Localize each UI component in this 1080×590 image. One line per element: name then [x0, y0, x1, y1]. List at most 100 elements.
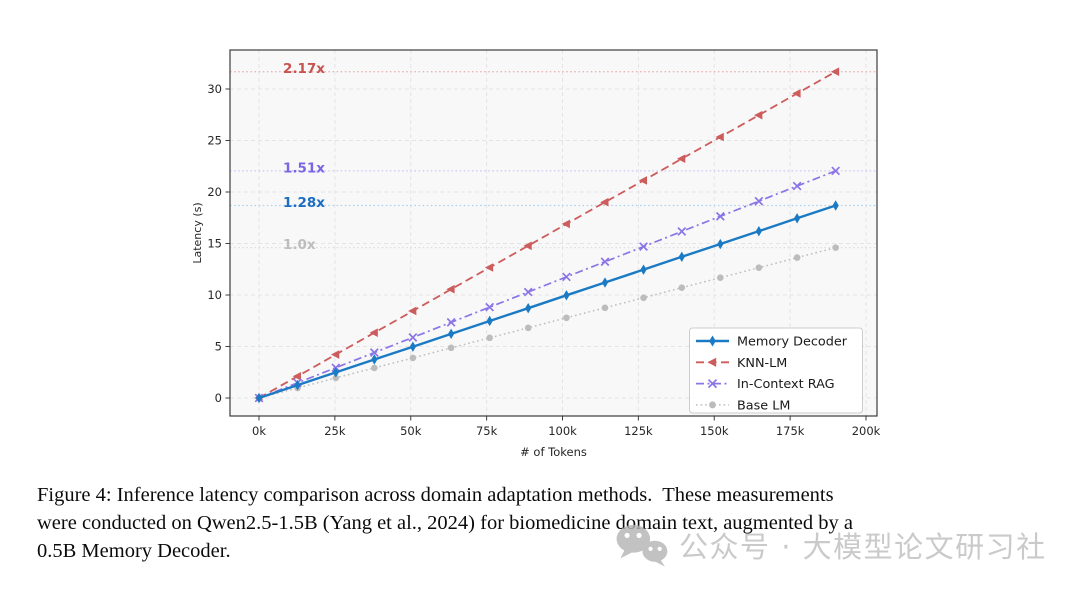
- x-tick-label: 200k: [852, 424, 881, 438]
- marker-x: [754, 196, 764, 206]
- marker-x: [485, 302, 495, 312]
- x-tick-label: 150k: [700, 424, 729, 438]
- marker-thin-diamond: [448, 328, 455, 340]
- x-tick-label: 0k: [252, 424, 266, 438]
- marker-triangle-left: [369, 328, 378, 337]
- marker-circle: [832, 244, 839, 251]
- y-tick-label: 15: [207, 237, 222, 251]
- x-tick-label: 125k: [624, 424, 653, 438]
- marker-x: [408, 333, 418, 342]
- marker-thin-diamond: [601, 277, 609, 288]
- marker-circle: [640, 294, 647, 302]
- x-axis: 0k 25k 50k 75k 100k 125k 150k 175k 200k # of Toke…: [252, 416, 881, 459]
- marker-triangle-left: [446, 284, 455, 294]
- ratio-label-1.0x: 1.0x: [283, 237, 316, 253]
- marker-thin-diamond: [709, 335, 716, 347]
- marker-thin-diamond: [832, 200, 839, 211]
- y-axis: 0 5 10 15 20 25 30 Latency (s): [191, 82, 230, 405]
- x-axis-label: # of Tokens: [520, 445, 587, 459]
- marker-triangle-left: [830, 67, 840, 76]
- axes-spines: [229, 49, 878, 417]
- marker-thin-diamond: [294, 379, 301, 391]
- marker-triangle-left: [676, 154, 686, 164]
- caption-line-1: Figure 4: Inference latency comparison a…: [37, 484, 834, 506]
- y-tick-label: 0: [215, 391, 222, 405]
- marker-circle: [755, 264, 763, 272]
- ratio-label-1.51x: 1.51x: [283, 160, 325, 176]
- series-line: [258, 70, 837, 399]
- marker-circle: [409, 354, 417, 362]
- y-axis-label: Latency (s): [191, 202, 204, 263]
- legend-item-in-context-rag: In-Context RAG: [696, 377, 835, 392]
- marker-triangle-left: [715, 132, 724, 142]
- marker-thin-diamond: [678, 251, 685, 262]
- ratio-label-1.28x: 1.28x: [283, 195, 325, 211]
- marker-circle: [486, 334, 493, 342]
- marker-thin-diamond: [755, 225, 762, 237]
- marker-circle: [678, 284, 686, 291]
- x-tick-label: 175k: [776, 424, 805, 438]
- caption-line-2: were conducted on Qwen2.5-1.5B (Yang et …: [37, 512, 853, 534]
- marker-thin-diamond: [717, 238, 724, 250]
- marker-circle: [371, 364, 378, 372]
- marker-thin-diamond: [794, 213, 801, 224]
- marker-x: [446, 317, 456, 327]
- marker-circle: [563, 314, 570, 322]
- marker-triangle-left: [330, 350, 340, 359]
- marker-triangle-left: [484, 263, 494, 272]
- marker-triangle-left: [707, 357, 717, 367]
- series-line: [258, 170, 836, 399]
- marker-triangle-left: [754, 110, 763, 120]
- marker-triangle-left: [792, 89, 801, 98]
- marker-circle: [447, 344, 455, 352]
- latency-chart-svg: 2.17x 1.51x 1.28x 1.0x 0k 25k 50k 75k 100k 125k 15…: [191, 49, 881, 459]
- y-tick-label: 10: [207, 288, 222, 302]
- legend-label: Memory Decoder: [737, 335, 848, 350]
- marker-triangle-left: [638, 176, 648, 185]
- marker-circle: [601, 304, 609, 312]
- x-tick-label: 25k: [324, 424, 346, 438]
- marker-thin-diamond: [640, 264, 647, 275]
- legend-label: Base LM: [737, 398, 790, 413]
- marker-circle: [709, 401, 716, 409]
- marker-x: [792, 181, 802, 191]
- marker-thin-diamond: [563, 290, 570, 301]
- speedup-annotations: 2.17x 1.51x 1.28x 1.0x: [230, 61, 877, 253]
- grid: [230, 50, 877, 416]
- marker-circle: [332, 374, 340, 382]
- marker-triangle-left: [292, 371, 302, 381]
- legend-box: [689, 327, 863, 414]
- marker-x: [677, 227, 687, 236]
- marker-x: [523, 287, 533, 297]
- marker-triangle-left: [523, 241, 532, 251]
- marker-circle: [793, 254, 801, 261]
- y-tick-label: 25: [207, 134, 222, 148]
- legend: Memory Decoder KNN-LM In-Context RAG Base L…: [689, 327, 863, 414]
- marker-x: [369, 348, 379, 357]
- figure-caption: Figure 4: Inference latency comparison a…: [37, 481, 1057, 565]
- marker-triangle-left: [600, 197, 609, 207]
- marker-thin-diamond: [525, 302, 532, 314]
- x-tick-label: 100k: [548, 424, 577, 438]
- series-in-context-rag: [254, 166, 841, 403]
- legend-item-knn-lm: KNN-LM: [696, 356, 787, 371]
- x-tick-label: 50k: [400, 424, 422, 438]
- ratio-label-2.17x: 2.17x: [283, 61, 325, 77]
- marker-thin-diamond: [409, 341, 416, 352]
- marker-triangle-left: [561, 219, 570, 229]
- legend-item-memory-decoder: Memory Decoder: [696, 335, 848, 350]
- marker-triangle-left: [408, 306, 417, 316]
- series-knn-lm: [254, 67, 840, 403]
- caption-line-3: 0.5B Memory Decoder.: [37, 540, 231, 562]
- legend-label: In-Context RAG: [737, 377, 835, 392]
- y-tick-label: 5: [215, 340, 222, 354]
- latency-chart: 2.17x 1.51x 1.28x 1.0x 0k 25k 50k 75k 100k 125k 15…: [185, 35, 891, 475]
- marker-x: [639, 242, 648, 251]
- marker-x: [562, 272, 571, 282]
- marker-circle: [717, 274, 724, 281]
- marker-x: [707, 379, 718, 389]
- x-tick-label: 75k: [476, 424, 498, 438]
- marker-x: [831, 166, 841, 176]
- marker-x: [600, 257, 610, 267]
- series-line: [258, 204, 837, 400]
